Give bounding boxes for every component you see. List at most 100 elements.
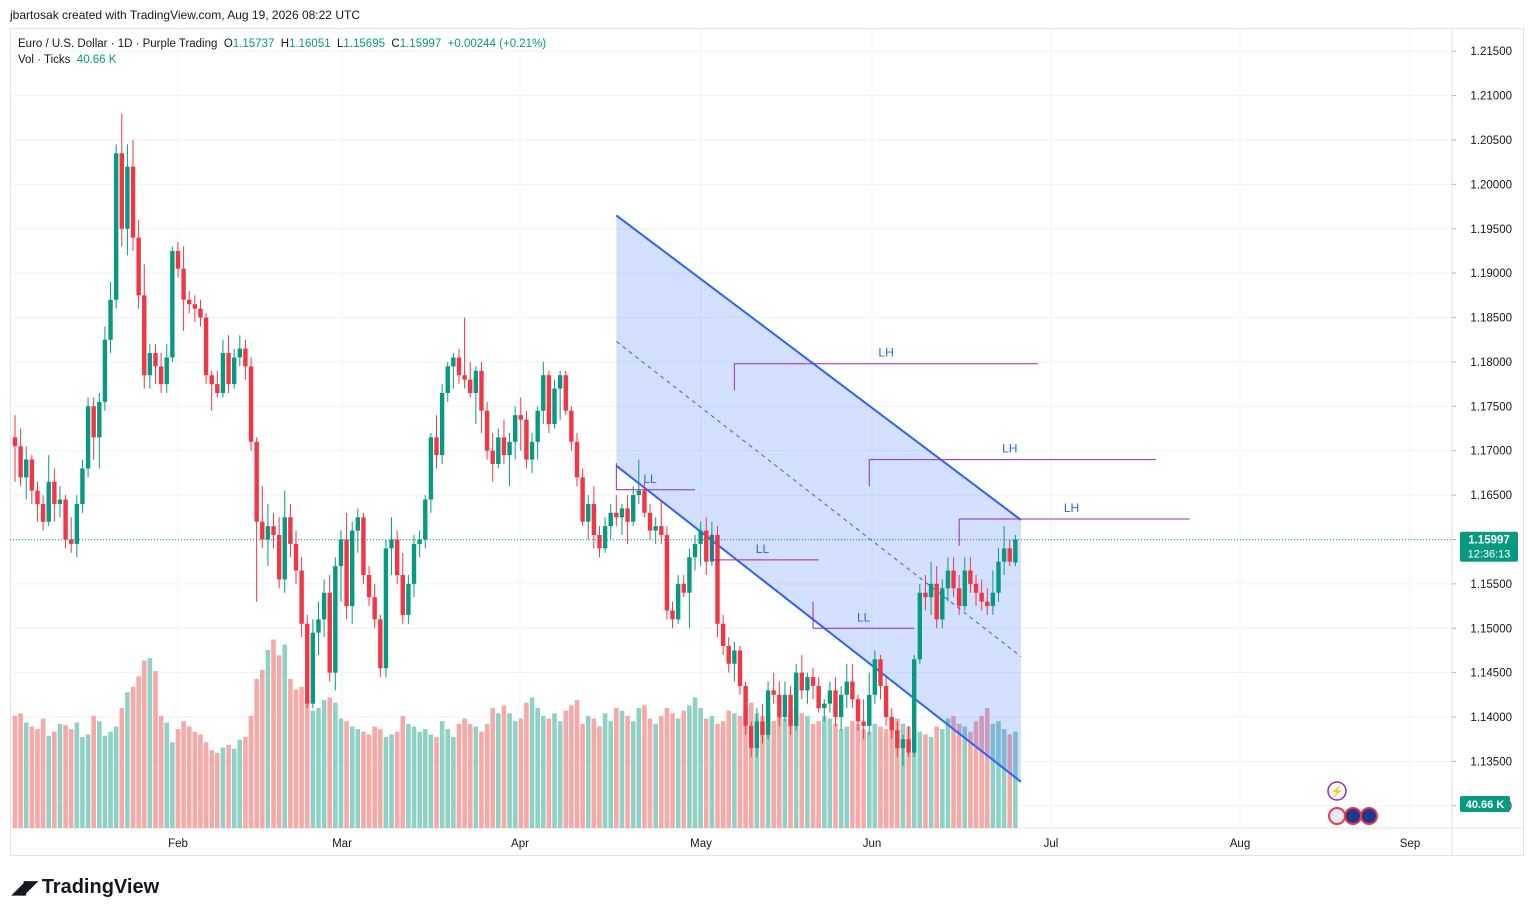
volume-bar <box>923 734 928 828</box>
candle-body <box>591 503 597 536</box>
y-tick-label: 1.21000 <box>1470 91 1512 103</box>
volume-bar <box>625 715 630 828</box>
volume-bar <box>299 686 304 828</box>
volume-bar <box>445 729 451 828</box>
volume-bar <box>720 721 726 828</box>
volume-bar <box>1013 731 1018 828</box>
volume-bar <box>895 718 900 828</box>
candle-body <box>40 503 46 522</box>
volume-bar <box>855 723 861 828</box>
volume-bar <box>394 731 400 828</box>
volume-bar <box>703 718 709 828</box>
candle-body <box>282 517 287 580</box>
volume-bar <box>743 708 748 828</box>
volume-bar <box>614 708 619 828</box>
swing-label: LH <box>1064 501 1079 515</box>
swing-annotations: LH LH LH LL LL LL <box>615 346 1190 629</box>
volume-bar <box>220 747 226 828</box>
volume-bar <box>984 708 990 828</box>
volume-bar <box>962 726 968 828</box>
candle-body <box>237 348 242 358</box>
candle-body <box>226 353 231 385</box>
volume-bar <box>451 737 456 828</box>
volume-label[interactable]: Vol · Ticks <box>18 54 71 66</box>
candle-body <box>52 481 57 504</box>
open-value: 1.15737 <box>232 38 275 50</box>
volume-bar <box>23 722 29 828</box>
volume-bar <box>850 721 855 828</box>
candle-body <box>125 166 130 229</box>
swing-label: LH <box>1002 442 1017 456</box>
volume-bar <box>861 729 866 828</box>
volume-bar <box>866 731 872 828</box>
volume-bar <box>153 671 158 828</box>
candle-body <box>130 166 136 238</box>
volume-bar <box>130 686 136 828</box>
candle-body <box>833 690 838 718</box>
volume-bar <box>479 731 484 828</box>
volume-bar <box>12 715 18 828</box>
volume-bar <box>872 723 878 828</box>
candle-body <box>198 308 203 318</box>
volume-bar <box>18 713 23 828</box>
y-tick-label: 1.17000 <box>1470 446 1512 458</box>
candle-body <box>192 304 198 309</box>
candle-body <box>546 375 552 425</box>
volume-bar <box>889 721 895 828</box>
volume-bar <box>585 715 591 828</box>
candle-body <box>468 379 473 393</box>
candle-body <box>496 437 501 465</box>
candle-body <box>406 583 411 615</box>
candle-body <box>647 512 653 531</box>
volume-bar <box>996 721 1001 828</box>
candle-body <box>912 659 917 753</box>
channel-upper-line <box>615 214 1022 521</box>
volume-bars <box>12 639 1018 828</box>
candle-body <box>850 681 855 700</box>
candle-body <box>557 375 563 389</box>
volume-bar <box>304 700 310 828</box>
volume-bar <box>243 737 248 828</box>
chart-frame[interactable] <box>10 28 1524 856</box>
volume-bar <box>956 723 962 828</box>
brand-label: TradingView <box>41 876 160 898</box>
price-axis: 1.21500 1.21000 1.20500 1.20000 1.19500 1.190… <box>1452 46 1512 813</box>
candle-body <box>805 677 810 691</box>
candle-body <box>355 517 361 531</box>
volume-bar <box>940 729 945 828</box>
volume-bar <box>198 734 203 828</box>
volume-bar <box>546 718 552 828</box>
candle-body <box>1013 539 1018 563</box>
close-label: C <box>391 38 400 50</box>
candle-body <box>737 650 743 686</box>
volume-bar <box>659 715 664 828</box>
volume-bar <box>911 729 917 828</box>
candle-body <box>428 437 434 500</box>
candle-body <box>203 317 209 376</box>
volume-bar <box>878 726 883 828</box>
candle-body <box>569 410 574 442</box>
y-tick-label: 1.18500 <box>1470 313 1512 325</box>
volume-bar <box>821 715 827 828</box>
event-flag-icon <box>1344 807 1362 825</box>
candle-body <box>181 268 186 300</box>
volume-bar <box>1001 729 1007 828</box>
candle-body <box>113 153 119 300</box>
candle-body <box>625 508 630 522</box>
volume-bar <box>934 726 939 828</box>
candle-body <box>338 539 344 567</box>
candle-body <box>698 530 703 544</box>
volume-bar <box>973 721 979 828</box>
volume-bar <box>512 721 518 828</box>
symbol-label[interactable]: Euro / U.S. Dollar · 1D · Purple Trading <box>18 38 218 50</box>
tradingview-logo[interactable]: ◢◤ TradingView <box>12 876 159 899</box>
candle-body <box>749 725 754 749</box>
candle-body <box>512 415 518 442</box>
volume-bar <box>102 735 108 828</box>
last-price-text: 1.15997 <box>1468 535 1510 547</box>
y-tick-label: 1.17500 <box>1470 401 1512 413</box>
candle-body <box>597 535 602 549</box>
candle-body <box>985 601 990 607</box>
volume-bar <box>675 718 681 828</box>
